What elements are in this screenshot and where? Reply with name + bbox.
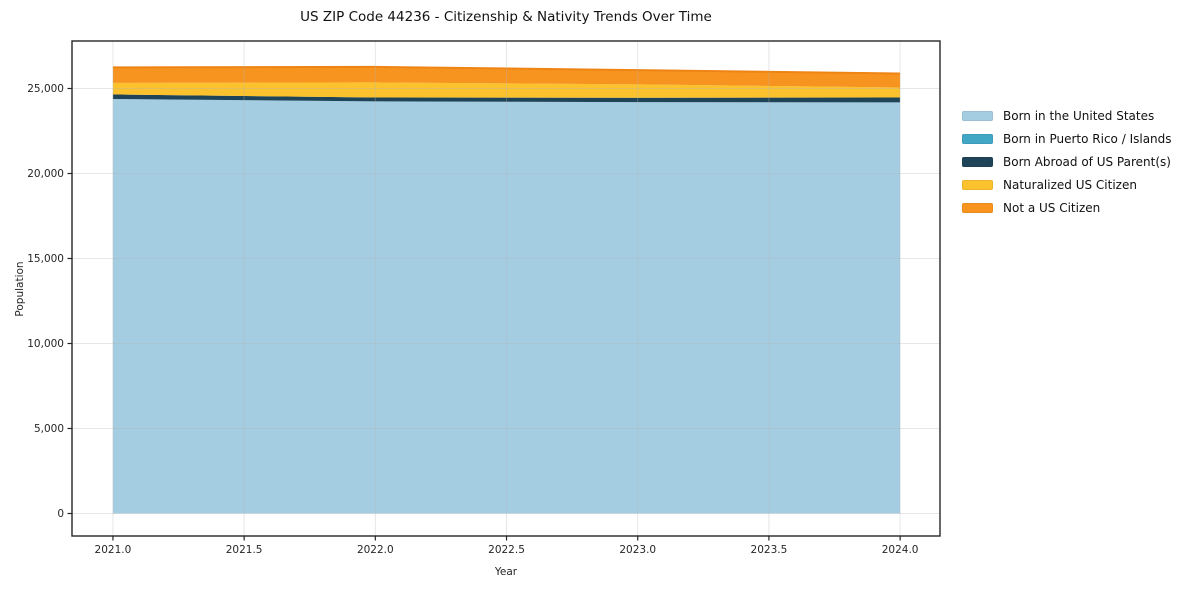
legend-swatch [962,202,993,213]
x-tick-label: 2023.0 [619,544,656,556]
legend-swatch [962,156,993,167]
chart-title: US ZIP Code 44236 - Citizenship & Nativi… [300,9,712,25]
x-tick-label: 2021.0 [95,544,132,556]
legend-swatch [962,110,993,121]
x-tick-label: 2022.5 [488,544,525,556]
x-tick-label: 2024.0 [882,544,919,556]
y-tick-label: 20,000 [27,168,64,180]
legend-item: Born in the United States [962,104,1172,127]
legend-label: Born Abroad of US Parent(s) [1003,154,1171,169]
legend-item: Born in Puerto Rico / Islands [962,127,1172,150]
legend-label: Born in the United States [1003,108,1155,123]
legend-label: Born in Puerto Rico / Islands [1003,131,1172,146]
x-tick-label: 2021.5 [226,544,263,556]
legend-item: Born Abroad of US Parent(s) [962,150,1172,173]
y-tick-label: 5,000 [34,423,64,435]
area-series-0 [112,99,901,514]
x-tick-label: 2022.0 [357,544,394,556]
x-tick-label: 2023.5 [751,544,788,556]
legend: Born in the United States Born in Puerto … [962,104,1172,219]
legend-label: Not a US Citizen [1003,200,1101,215]
y-tick-label: 15,000 [27,253,64,265]
area-series-3 [112,82,901,98]
legend-swatch [962,179,993,190]
x-axis-label: Year [494,566,518,578]
legend-swatch [962,133,993,144]
y-tick-label: 25,000 [27,83,64,95]
y-tick-label: 10,000 [27,338,64,350]
stack-top-edge [112,65,901,75]
legend-item: Not a US Citizen [962,196,1172,219]
y-tick-label: 0 [57,508,64,520]
area-series-2 [112,94,901,103]
area-series-4 [112,66,901,88]
legend-label: Naturalized US Citizen [1003,177,1137,192]
legend-item: Naturalized US Citizen [962,173,1172,196]
